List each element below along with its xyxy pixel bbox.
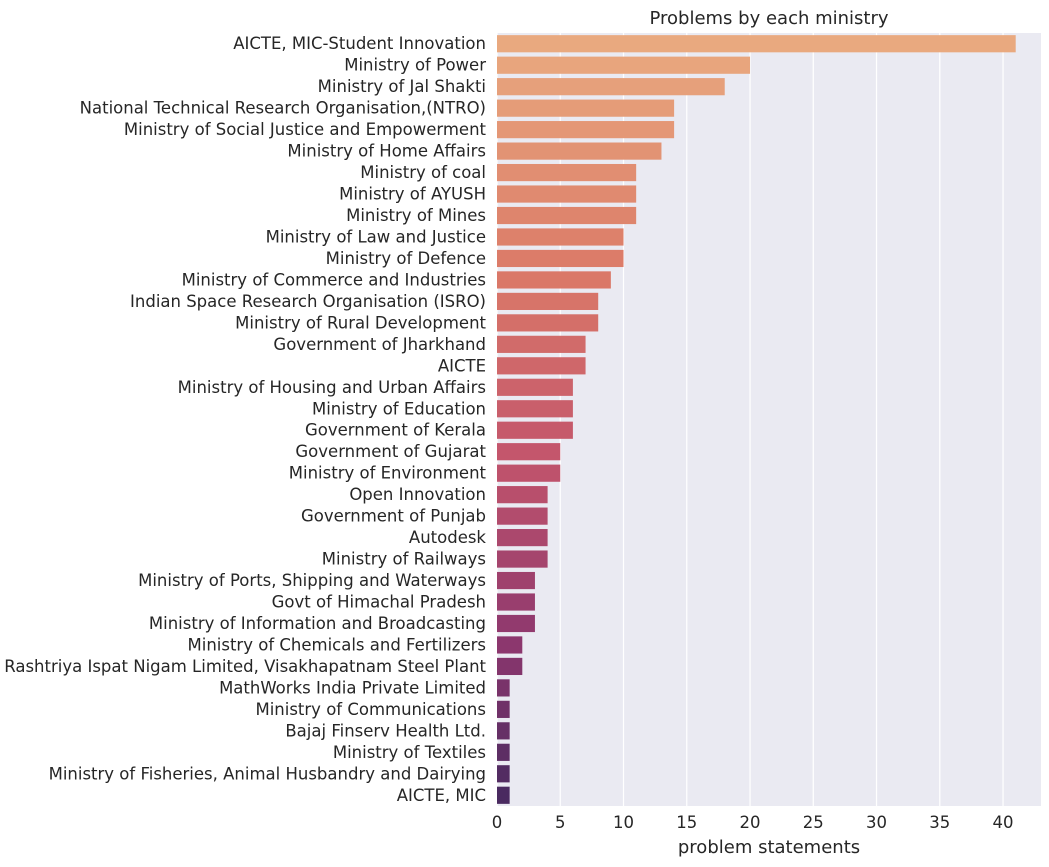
category-label: Government of Kerala — [305, 421, 486, 440]
bar — [497, 357, 586, 375]
x-tick-label: 20 — [740, 813, 761, 832]
category-label: Government of Punjab — [301, 507, 486, 526]
bar — [497, 35, 1016, 53]
bar — [497, 421, 573, 439]
category-label: Ministry of Railways — [322, 550, 486, 569]
bar — [497, 99, 675, 117]
x-tick-label: 0 — [492, 813, 503, 832]
bar — [497, 722, 510, 740]
category-label: Ministry of AYUSH — [339, 185, 486, 204]
category-label: Ministry of Home Affairs — [287, 142, 486, 161]
x-tick-label: 10 — [613, 813, 634, 832]
bar — [497, 743, 510, 761]
bar — [497, 550, 548, 568]
bar — [497, 765, 510, 783]
chart-title: Problems by each ministry — [649, 8, 888, 29]
category-label: AICTE — [438, 356, 486, 375]
bar — [497, 78, 725, 96]
category-label: Ministry of Education — [312, 399, 486, 418]
bar — [497, 206, 637, 225]
x-tick-label: 5 — [555, 813, 566, 832]
category-label: Rashtriya Ispat Nigam Limited, Visakhapa… — [4, 657, 486, 676]
bar — [497, 593, 535, 611]
category-label: Indian Space Research Organisation (ISRO… — [130, 292, 486, 311]
bar — [497, 571, 535, 590]
bars — [497, 35, 1016, 804]
bar — [497, 185, 637, 203]
category-label: Ministry of Textiles — [333, 743, 486, 762]
bar — [497, 443, 561, 461]
gridlines — [496, 33, 1004, 806]
category-label: National Technical Research Organisation… — [80, 99, 486, 118]
bar — [497, 378, 573, 396]
bar — [497, 271, 611, 289]
bar — [497, 486, 548, 504]
category-label: Ministry of Commerce and Industries — [182, 270, 486, 289]
x-tick-label: 30 — [866, 813, 887, 832]
bar — [497, 507, 548, 525]
x-tick-label: 25 — [803, 813, 824, 832]
category-labels: AICTE, MIC-Student Innovation Ministry of… — [4, 34, 486, 805]
category-label: MathWorks India Private Limited — [219, 678, 486, 697]
plot-area-background — [497, 33, 1041, 806]
category-label: Open Innovation — [349, 485, 486, 504]
bar — [497, 700, 510, 718]
x-axis-label: problem statements — [678, 837, 860, 858]
category-label: Ministry of Information and Broadcasting — [149, 614, 486, 633]
bar — [497, 464, 561, 482]
bar — [497, 228, 624, 246]
category-label: Ministry of Rural Development — [235, 313, 486, 332]
bar — [497, 335, 586, 353]
category-label: Ministry of Fisheries, Animal Husbandry … — [49, 764, 486, 783]
bar — [497, 142, 662, 160]
bar — [497, 400, 573, 418]
category-label: Ministry of Ports, Shipping and Waterway… — [138, 571, 486, 590]
x-tick-label: 35 — [929, 813, 950, 832]
bar — [497, 529, 548, 547]
bar — [497, 292, 599, 310]
category-label: Government of Jharkhand — [273, 335, 486, 354]
category-label: Ministry of coal — [360, 163, 486, 182]
bar — [497, 679, 510, 697]
bar — [497, 314, 599, 332]
bar — [497, 249, 624, 268]
bar — [497, 163, 637, 182]
category-label: Autodesk — [409, 528, 487, 547]
category-label: Bajaj Finserv Health Ltd. — [285, 721, 486, 740]
category-label: Ministry of Law and Justice — [266, 227, 486, 246]
bar — [497, 614, 535, 633]
category-label: Ministry of Jal Shakti — [318, 77, 486, 96]
category-label: Ministry of Environment — [289, 464, 487, 483]
x-tick-labels: 0 5 10 15 20 25 30 35 40 — [492, 813, 1014, 832]
bar — [497, 657, 523, 676]
category-label: Ministry of Communications — [255, 700, 486, 719]
category-label: Ministry of Mines — [346, 206, 486, 225]
category-label: AICTE, MIC-Student Innovation — [233, 34, 486, 53]
category-label: Ministry of Housing and Urban Affairs — [178, 378, 486, 397]
category-label: Govt of Himachal Pradesh — [272, 593, 486, 612]
category-label: AICTE, MIC — [397, 786, 486, 805]
bar — [497, 121, 675, 139]
category-label: Government of Gujarat — [295, 442, 486, 461]
category-label: Ministry of Chemicals and Fertilizers — [188, 635, 487, 654]
bar — [497, 636, 523, 654]
x-tick-label: 40 — [993, 813, 1014, 832]
bar — [497, 56, 751, 74]
category-label: Ministry of Power — [344, 56, 486, 75]
category-label: Ministry of Defence — [326, 249, 486, 268]
category-label: Ministry of Social Justice and Empowerme… — [124, 120, 487, 139]
bar — [497, 786, 510, 804]
x-tick-label: 15 — [676, 813, 697, 832]
